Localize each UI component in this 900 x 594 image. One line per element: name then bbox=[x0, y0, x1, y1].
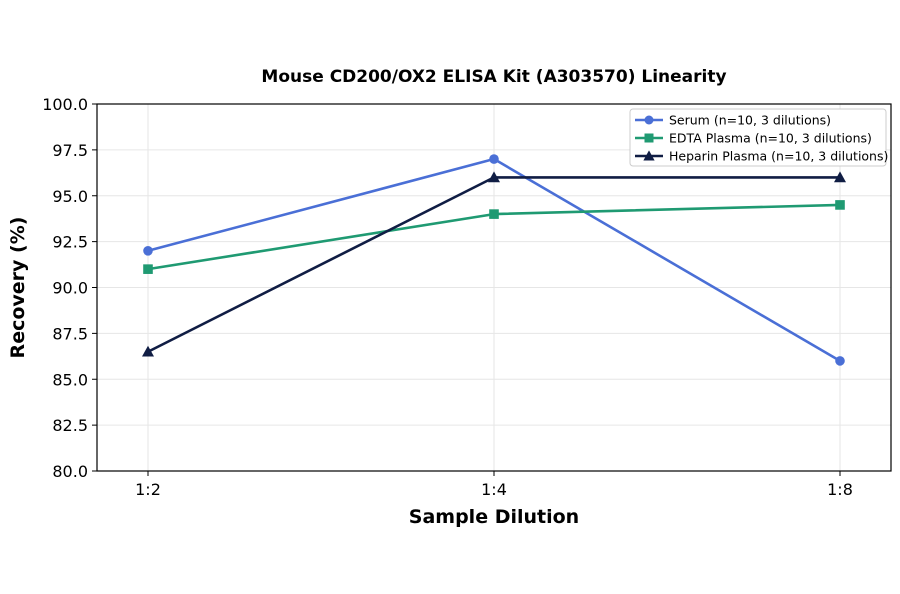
data-point bbox=[835, 200, 845, 210]
x-tick-label: 1:4 bbox=[481, 480, 507, 499]
y-tick-label: 82.5 bbox=[52, 416, 88, 435]
chart-title: Mouse CD200/OX2 ELISA Kit (A303570) Line… bbox=[261, 67, 726, 87]
data-point bbox=[488, 171, 500, 183]
data-point bbox=[834, 171, 846, 183]
legend-box bbox=[629, 108, 887, 167]
data-point bbox=[835, 356, 845, 366]
legend-entry: Heparin Plasma (n=10, 3 dilutions) bbox=[635, 149, 888, 164]
data-point bbox=[142, 345, 154, 357]
y-axis-ticks: 80.0 82.5 85.0 87.5 90.0 92.5 95.0 97.5 100.0 bbox=[42, 95, 97, 481]
data-point bbox=[143, 264, 153, 274]
x-axis-label: Sample Dilution bbox=[409, 506, 579, 528]
legend: Serum (n=10, 3 dilutions) EDTA Plasma (n=… bbox=[629, 108, 888, 167]
y-axis-label: Recovery (%) bbox=[7, 217, 29, 359]
x-tick-label: 1:8 bbox=[827, 480, 853, 499]
legend-marker bbox=[643, 150, 655, 161]
x-axis-ticks: 1:2 1:4 1:8 bbox=[135, 471, 853, 499]
y-tick-label: 100.0 bbox=[42, 95, 88, 114]
y-tick-label: 87.5 bbox=[52, 324, 88, 343]
series-triangle bbox=[142, 171, 846, 357]
series-circle bbox=[143, 154, 845, 366]
data-point bbox=[489, 154, 499, 164]
y-tick-label: 97.5 bbox=[52, 141, 88, 160]
legend-marker bbox=[644, 115, 654, 125]
legend-label: Serum (n=10, 3 dilutions) bbox=[669, 113, 831, 128]
series-layer bbox=[142, 154, 846, 366]
y-tick-label: 80.0 bbox=[52, 462, 88, 481]
legend-marker bbox=[644, 133, 654, 143]
y-tick-label: 85.0 bbox=[52, 370, 88, 389]
y-tick-label: 90.0 bbox=[52, 279, 88, 298]
legend-label: Heparin Plasma (n=10, 3 dilutions) bbox=[669, 149, 888, 164]
data-point bbox=[143, 246, 153, 256]
series-square bbox=[143, 200, 845, 274]
x-tick-label: 1:2 bbox=[135, 480, 161, 499]
legend-entry: EDTA Plasma (n=10, 3 dilutions) bbox=[635, 131, 872, 146]
legend-label: EDTA Plasma (n=10, 3 dilutions) bbox=[669, 131, 872, 146]
legend-entry: Serum (n=10, 3 dilutions) bbox=[635, 113, 831, 128]
y-tick-label: 92.5 bbox=[52, 233, 88, 252]
data-point bbox=[489, 209, 499, 219]
y-tick-label: 95.0 bbox=[52, 187, 88, 206]
